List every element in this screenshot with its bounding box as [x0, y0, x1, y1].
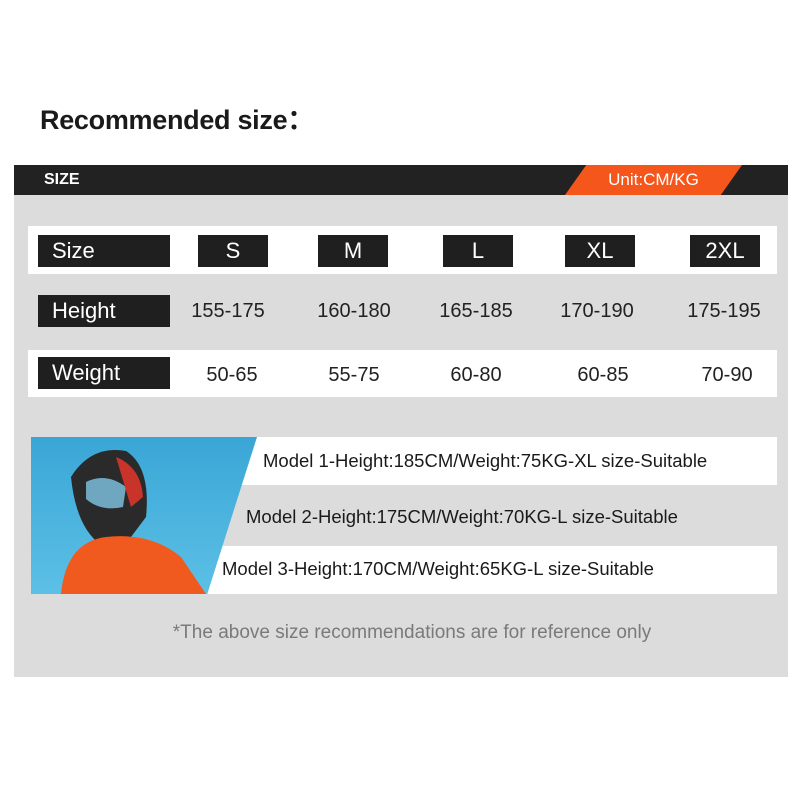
unit-badge: Unit:CM/KG	[565, 165, 742, 195]
height-2xl: 175-195	[687, 300, 761, 322]
weight-l: 60-80	[450, 364, 502, 386]
model-photo	[31, 437, 257, 594]
weight-s: 50-65	[206, 364, 258, 386]
size-xl: XL	[565, 235, 635, 267]
row-label-size: Size	[38, 235, 170, 267]
height-xl: 170-190	[560, 300, 634, 322]
row-label-weight: Weight	[38, 357, 170, 389]
size-panel	[14, 195, 788, 677]
rider-helmet-image	[61, 450, 206, 594]
height-m: 160-180	[317, 300, 391, 322]
height-l: 165-185	[439, 300, 513, 322]
model-2-text: Model 2-Height:175CM/Weight:70KG-L size-…	[246, 506, 678, 527]
row-label-height: Height	[38, 295, 170, 327]
weight-2xl: 70-90	[701, 364, 753, 386]
model-1-text: Model 1-Height:185CM/Weight:75KG-XL size…	[263, 450, 708, 471]
reference-note: *The above size recommendations are for …	[172, 622, 652, 643]
size-m: M	[318, 235, 388, 267]
page-title: Recommended size：	[40, 105, 314, 135]
model-3-text: Model 3-Height:170CM/Weight:65KG-L size-…	[222, 558, 654, 579]
size-2xl: 2XL	[690, 235, 760, 267]
size-l: L	[443, 235, 513, 267]
weight-xl: 60-85	[577, 364, 629, 386]
size-s: S	[198, 235, 268, 267]
weight-m: 55-75	[328, 364, 380, 386]
model-3-band	[205, 546, 777, 594]
height-s: 155-175	[191, 300, 265, 322]
header-label: SIZE	[44, 171, 80, 188]
model-1-band	[240, 437, 777, 485]
